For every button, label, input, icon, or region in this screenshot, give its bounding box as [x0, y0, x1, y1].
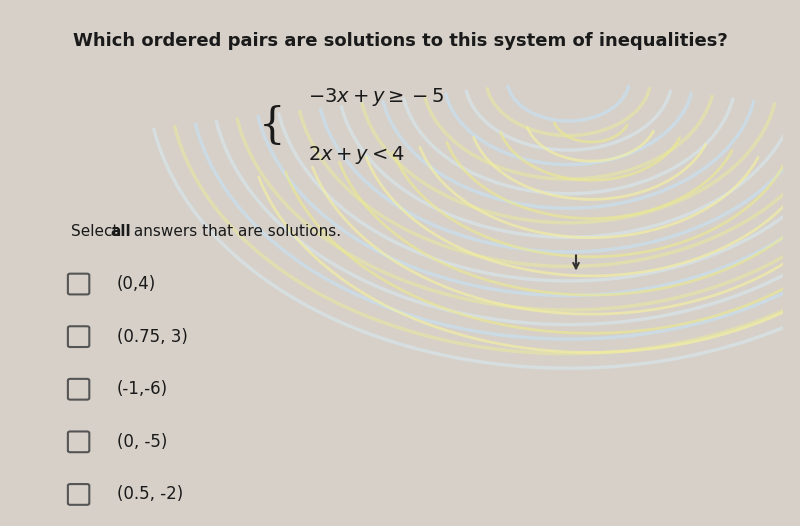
Text: answers that are solutions.: answers that are solutions. — [129, 224, 342, 239]
Text: {: { — [258, 105, 286, 147]
Text: Which ordered pairs are solutions to this system of inequalities?: Which ordered pairs are solutions to thi… — [73, 32, 727, 49]
Text: all: all — [110, 224, 131, 239]
Text: $2x + y < 4$: $2x + y < 4$ — [308, 144, 405, 166]
Text: (0, -5): (0, -5) — [117, 433, 167, 451]
Text: (0,4): (0,4) — [117, 275, 156, 293]
Text: (0.5, -2): (0.5, -2) — [117, 485, 183, 503]
Text: $-3x + y \geq -5$: $-3x + y \geq -5$ — [308, 86, 445, 108]
Text: (-1,-6): (-1,-6) — [117, 380, 168, 398]
Text: Select: Select — [71, 224, 123, 239]
Text: (0.75, 3): (0.75, 3) — [117, 328, 188, 346]
